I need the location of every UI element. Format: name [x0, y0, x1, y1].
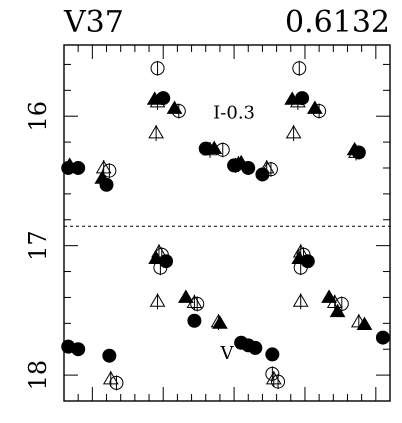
- filled-circle-point: [102, 348, 117, 363]
- open-circle-point: [150, 60, 165, 76]
- filled-circle-point: [375, 330, 390, 345]
- y-tick-label: 16: [24, 101, 52, 132]
- title-star-id: V37: [63, 5, 124, 40]
- annotation-label-0: I-0.3: [213, 102, 255, 123]
- filled-circle-point: [187, 313, 202, 328]
- open-circle-point: [190, 296, 205, 312]
- plot-border: [63, 44, 391, 402]
- filled-triangle-point: [356, 316, 373, 331]
- filled-circle-point: [351, 145, 366, 160]
- y-tick-label: 17: [24, 230, 52, 261]
- open-circle-point: [109, 375, 124, 391]
- y-tick-label: 18: [24, 360, 52, 391]
- open-circle-point: [102, 163, 117, 179]
- filled-triangle-point: [166, 100, 183, 114]
- filled-triangle-point: [329, 303, 346, 318]
- open-triangle-point: [292, 293, 309, 310]
- titles: V37 0.6132: [63, 5, 390, 40]
- filled-circle-point: [227, 158, 242, 173]
- filled-circle-point: [159, 254, 174, 269]
- filled-circle-point: [198, 141, 213, 156]
- filled-circle-point: [265, 347, 280, 362]
- data-points: [61, 60, 390, 391]
- filled-triangle-point: [212, 315, 228, 329]
- open-triangle-point: [148, 125, 165, 142]
- filled-triangle-point: [178, 289, 194, 303]
- open-circle-point: [334, 296, 349, 312]
- annotation-label-1: V: [220, 343, 235, 364]
- filled-circle-point: [300, 254, 315, 269]
- filled-circle-point: [99, 177, 114, 192]
- filled-circle-point: [156, 91, 171, 106]
- filled-triangle-point: [307, 100, 323, 114]
- title-period: 0.6132: [285, 5, 390, 40]
- axis-tick-labels: 16 17 18: [24, 101, 52, 390]
- filled-circle-point: [71, 160, 86, 175]
- annotations: I-0.3 V: [213, 102, 255, 364]
- filled-triangle-point: [321, 289, 337, 303]
- filled-circle-point: [295, 91, 310, 106]
- filled-circle-point: [71, 342, 86, 357]
- filled-circle-point: [248, 340, 263, 355]
- open-circle-point: [271, 374, 286, 390]
- plot-frame: [63, 44, 391, 402]
- open-circle-point: [292, 60, 307, 76]
- filled-circle-point: [255, 167, 270, 182]
- axis-ticks: [63, 45, 391, 402]
- open-triangle-point: [285, 125, 302, 142]
- open-triangle-point: [149, 293, 166, 310]
- filled-circle-point: [241, 160, 256, 175]
